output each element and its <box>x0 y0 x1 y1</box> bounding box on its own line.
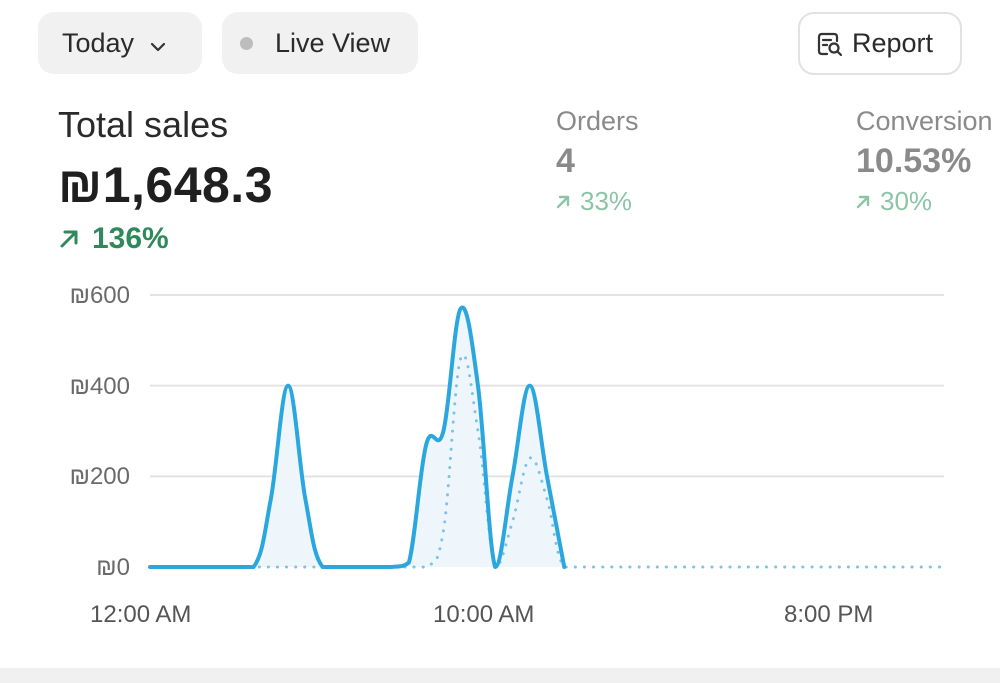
sales-series-line <box>148 305 567 569</box>
y-tick-label: ₪200 <box>69 463 130 490</box>
orders-value: 4 <box>556 142 575 180</box>
total-sales-value: ₪1,648.3 <box>58 157 274 213</box>
x-tick-label: 10:00 AM <box>433 601 535 628</box>
report-search-icon <box>816 30 844 58</box>
y-tick-label: ₪600 <box>69 282 130 309</box>
report-button[interactable]: Report <box>798 12 962 75</box>
total-sales-delta-value: 136% <box>92 222 169 255</box>
y-tick-label: ₪400 <box>69 373 130 400</box>
report-label: Report <box>852 28 934 58</box>
orders-delta-value: 33% <box>580 186 633 216</box>
arrow-up-right-icon <box>60 230 78 248</box>
period-label: Today <box>62 27 135 58</box>
conversion-delta: 30% <box>856 186 932 217</box>
orders-label: Orders <box>556 106 639 136</box>
y-tick-label: ₪0 <box>96 554 130 581</box>
orders-delta: 33% <box>556 186 632 217</box>
conversion-label: Conversion <box>856 106 993 136</box>
live-view-label: Live View <box>275 27 391 58</box>
conversion-delta-value: 30% <box>880 186 933 216</box>
x-tick-label: 8:00 PM <box>784 601 874 628</box>
live-status-dot-icon <box>240 36 253 50</box>
total-sales-label: Total sales <box>58 104 229 145</box>
series-area-fill <box>150 307 565 567</box>
x-tick-label: 12:00 AM <box>90 601 192 628</box>
chevron-down-icon <box>148 33 168 53</box>
conversion-value: 10.53% <box>856 142 972 180</box>
arrow-up-right-icon <box>856 195 870 208</box>
period-dropdown[interactable]: Today <box>38 12 202 74</box>
bottom-divider <box>0 668 1000 683</box>
arrow-up-right-icon <box>556 195 570 208</box>
live-view-button[interactable]: Live View <box>222 12 418 74</box>
total-sales-delta: 136% <box>58 222 169 256</box>
